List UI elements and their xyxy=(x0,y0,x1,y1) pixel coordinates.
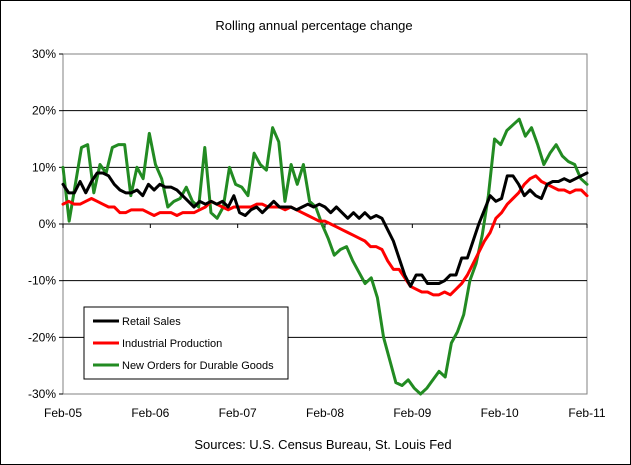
source-note: Sources: U.S. Census Bureau, St. Louis F… xyxy=(194,437,451,452)
legend-label-retail-sales: Retail Sales xyxy=(122,316,181,328)
legend-label-industrial-production: Industrial Production xyxy=(122,338,222,350)
x-tick-label: Feb-09 xyxy=(393,406,431,420)
series-line-new-orders-for-durable-goods xyxy=(61,117,589,396)
x-axis: Feb-05 Feb-06 Feb-07 Feb-08 Feb-09 Feb-10 Feb-… xyxy=(44,224,606,420)
series-line-retail-sales xyxy=(61,171,589,288)
x-tick-label: Feb-11 xyxy=(568,406,605,420)
legend: Retail Sales Industrial Production New Ord… xyxy=(83,306,289,380)
y-tick-label: 20% xyxy=(32,104,56,118)
y-tick-label: 30% xyxy=(32,47,56,61)
chart-title: Rolling annual percentage change xyxy=(215,18,412,33)
x-tick-label: Feb-06 xyxy=(131,406,169,420)
series-line-industrial-production xyxy=(61,174,589,297)
x-tick-label: Feb-10 xyxy=(481,406,519,420)
y-tick-label: 10% xyxy=(32,160,56,174)
x-tick-label: Feb-05 xyxy=(44,406,82,420)
y-tick-label: 0% xyxy=(39,217,57,231)
y-tick-label: -20% xyxy=(28,330,56,344)
series-lines xyxy=(61,117,589,396)
y-tick-label: -10% xyxy=(28,274,56,288)
legend-label-new-orders-for-durable-goods: New Orders for Durable Goods xyxy=(122,360,274,372)
y-axis: 30% 20% 10% 0% -10% -20% -30% xyxy=(28,47,63,401)
y-tick-label: -30% xyxy=(28,387,56,401)
x-tick-label: Feb-07 xyxy=(219,406,257,420)
x-tick-label: Feb-08 xyxy=(306,406,344,420)
